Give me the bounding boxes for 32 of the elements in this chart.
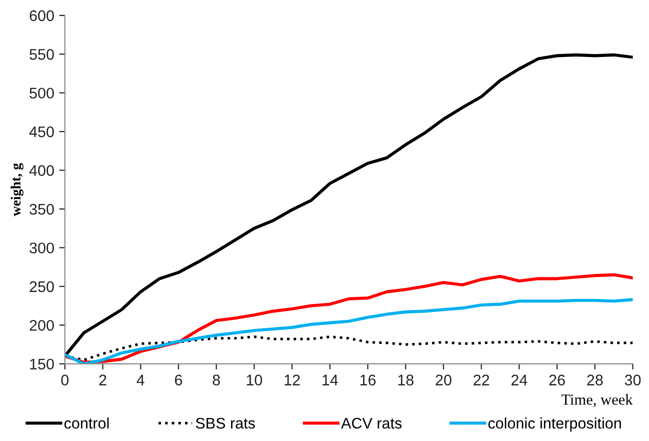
x-tick-label: 12 — [284, 374, 300, 386]
x-tick-label: 14 — [322, 374, 338, 386]
y-tick-label: 300 — [30, 242, 54, 254]
x-tick-label: 10 — [246, 374, 262, 386]
x-tick-label: 26 — [549, 374, 565, 386]
x-tick-label: 30 — [624, 374, 641, 386]
legend-label: control — [64, 417, 109, 429]
x-tick-label: 20 — [436, 374, 452, 386]
y-axis-title: weight, g — [10, 163, 24, 216]
legend-label: ACV rats — [341, 418, 402, 429]
y-tick-label: 500 — [30, 88, 54, 99]
x-tick-label: 18 — [398, 374, 414, 386]
y-tick-label: 250 — [30, 281, 54, 292]
y-tick-label: 550 — [30, 49, 54, 60]
y-tick-label: 150 — [30, 358, 54, 370]
x-tick-label: 16 — [360, 374, 376, 386]
x-tick-label: 8 — [212, 374, 220, 386]
x-tick-label: 0 — [61, 374, 69, 386]
x-tick-label: 22 — [474, 374, 490, 386]
x-tick-label: 28 — [587, 374, 603, 386]
x-tick-label: 24 — [511, 374, 528, 386]
y-tick-label: 450 — [29, 126, 54, 138]
y-tick-label: 600 — [30, 10, 54, 22]
x-tick-label: 2 — [99, 374, 106, 386]
legend-label: colonic interposition — [488, 417, 621, 432]
x-axis-title: Time, week — [561, 394, 633, 407]
legend-label: SBS rats — [196, 418, 255, 429]
y-tick-label: 400 — [29, 165, 54, 176]
y-tick-label: 200 — [30, 320, 54, 331]
x-tick-label: 4 — [136, 374, 144, 386]
y-tick-label: 350 — [30, 204, 54, 215]
x-tick-label: 6 — [175, 374, 182, 386]
